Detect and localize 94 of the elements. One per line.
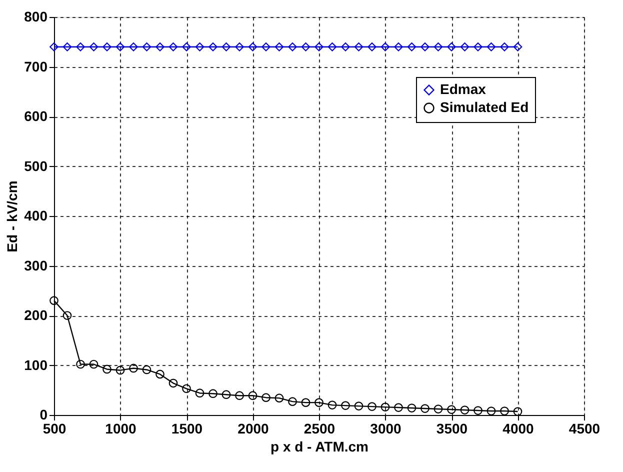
point — [222, 390, 231, 400]
x-tick-label: 2500 — [304, 420, 336, 436]
x-tick-label: 2000 — [238, 420, 270, 436]
point — [89, 360, 98, 369]
point — [195, 388, 204, 398]
y-tick-label: 0 — [40, 406, 48, 422]
point — [156, 370, 164, 379]
point — [407, 404, 416, 412]
point — [62, 311, 72, 320]
point — [50, 42, 58, 52]
point — [354, 42, 364, 52]
x-tick-label: 1500 — [171, 420, 203, 436]
point — [248, 42, 258, 52]
point — [314, 42, 324, 52]
point — [248, 391, 258, 400]
point — [142, 365, 152, 374]
point — [274, 394, 284, 402]
point — [447, 405, 456, 414]
point — [235, 42, 244, 52]
x-tick-label: 4500 — [568, 420, 600, 436]
point — [142, 42, 152, 52]
point — [208, 389, 218, 398]
point — [500, 406, 509, 416]
y-tick-label: 800 — [24, 8, 48, 24]
point — [195, 42, 204, 52]
point — [156, 42, 164, 52]
point — [116, 366, 125, 375]
y-tick-label: 500 — [24, 158, 48, 174]
point — [182, 384, 191, 394]
point — [486, 406, 496, 416]
point — [314, 398, 324, 407]
point — [420, 42, 430, 52]
point — [235, 391, 244, 400]
point — [301, 42, 310, 52]
point — [168, 378, 178, 388]
point — [288, 42, 297, 52]
point — [102, 42, 112, 52]
point — [420, 404, 430, 413]
point — [182, 42, 191, 52]
point — [208, 42, 218, 52]
point — [262, 42, 270, 52]
point — [50, 296, 58, 305]
y-tick-label: 100 — [24, 356, 48, 373]
x-axis-title: p x d - ATM.cm — [270, 438, 368, 454]
y-tick-label: 400 — [24, 208, 48, 224]
point — [460, 406, 470, 414]
point — [102, 364, 112, 374]
point — [274, 42, 284, 52]
point — [129, 364, 138, 373]
point — [380, 42, 390, 52]
point — [486, 42, 496, 52]
point — [368, 402, 376, 411]
point — [474, 406, 482, 415]
point — [62, 42, 72, 52]
y-axis-title: Ed - kV/cm — [4, 180, 20, 252]
x-tick-label: 500 — [42, 420, 66, 436]
point — [407, 42, 416, 52]
y-tick-label: 200 — [24, 307, 48, 323]
legend-label: Simulated Ed — [440, 99, 529, 115]
point — [168, 42, 178, 52]
point — [513, 42, 522, 52]
point — [341, 401, 350, 410]
x-tick-label: 1000 — [105, 420, 137, 436]
x-tick-label: 3000 — [370, 420, 402, 436]
point — [434, 404, 443, 414]
legend-label: Edmax — [440, 81, 486, 97]
point — [341, 42, 350, 52]
point — [460, 42, 470, 52]
point — [500, 42, 509, 52]
x-tick-label: 4000 — [502, 420, 534, 436]
point — [434, 42, 443, 52]
point — [288, 397, 297, 406]
point — [89, 42, 98, 52]
point — [380, 402, 390, 412]
point — [354, 402, 364, 410]
x-tick-label: 3500 — [436, 420, 468, 436]
point — [116, 42, 125, 52]
y-tick-label: 300 — [24, 257, 48, 274]
point — [301, 398, 310, 407]
point — [474, 42, 482, 52]
point — [368, 42, 376, 52]
point — [394, 42, 403, 52]
point — [447, 42, 456, 52]
point — [76, 360, 85, 369]
point — [262, 393, 270, 402]
point — [394, 403, 403, 412]
y-tick-label: 700 — [24, 58, 48, 74]
point — [76, 42, 85, 52]
point — [513, 407, 522, 416]
y-tick-label: 600 — [24, 108, 48, 124]
point — [129, 42, 138, 52]
point — [222, 42, 231, 52]
point — [328, 400, 337, 410]
point — [328, 42, 337, 52]
